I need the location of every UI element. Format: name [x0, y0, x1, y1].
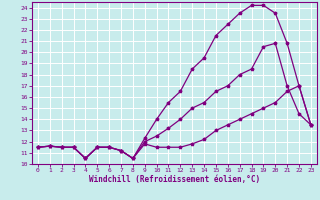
X-axis label: Windchill (Refroidissement éolien,°C): Windchill (Refroidissement éolien,°C) [89, 175, 260, 184]
